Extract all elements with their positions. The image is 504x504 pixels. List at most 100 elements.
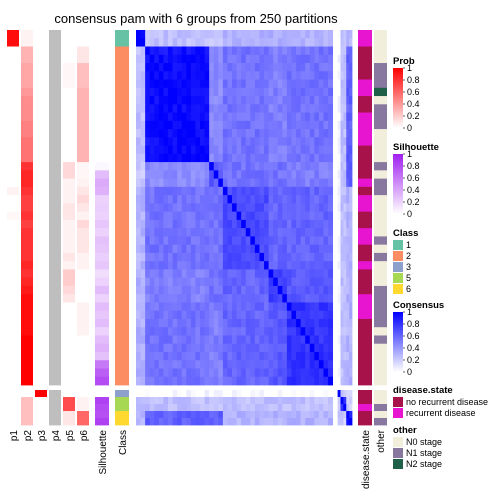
consensus-cell-45-19 (222, 404, 228, 412)
cell-p5-27 (63, 252, 75, 262)
consensus-cell-28-3 (149, 261, 155, 270)
consensus-cell-13-5 (158, 137, 164, 146)
cell-disease-state-27 (358, 252, 372, 262)
consensus-cell-2-41 (323, 46, 329, 56)
consensus-cell-11-19 (222, 120, 228, 130)
consensus-cell-39-47 (349, 351, 353, 361)
cell-p2-10 (21, 112, 33, 122)
consensus-cell-8-13 (195, 96, 201, 105)
consensus-cell-21-6 (163, 203, 169, 213)
consensus-cell-21-31 (277, 203, 283, 213)
consensus-cell-0-18 (218, 30, 224, 39)
consensus-cell-40-30 (273, 360, 279, 369)
consensus-cell-44-40 (318, 397, 324, 405)
cell-p2-30 (21, 277, 33, 287)
consensus-cell-16-36 (300, 162, 306, 171)
consensus-cell-40-45 (343, 360, 347, 369)
consensus-cell-2-5 (158, 46, 164, 56)
cell-p1-30 (7, 277, 19, 287)
consensus-cell-11-11 (186, 120, 192, 130)
consensus-cell-27-2 (145, 252, 151, 262)
cell-p4-33 (49, 302, 61, 312)
consensus-cell-36-9 (177, 327, 183, 336)
consensus-cell-40-37 (305, 360, 311, 369)
consensus-cell-14-6 (163, 145, 169, 155)
consensus-cell-46-28 (264, 411, 269, 419)
consensus-cell-43-8 (172, 390, 178, 398)
prob-tick-label: 0 (407, 123, 412, 133)
other-legend-swatch (393, 459, 403, 469)
consensus-cell-46-8 (172, 411, 178, 419)
consensus-cell-11-18 (218, 120, 224, 130)
consensus-cell-38-35 (296, 343, 302, 353)
consensus-cell-25-27 (259, 236, 265, 246)
consensus-cell-15-11 (186, 153, 192, 163)
consensus-cell-10-46 (346, 112, 350, 122)
consensus-cell-11-2 (145, 120, 151, 130)
class-legend-label: 6 (406, 284, 411, 294)
consensus-cell-25-23 (241, 236, 247, 246)
consensus-cell-28-40 (318, 261, 324, 270)
cell-class-45 (115, 404, 129, 412)
cell-class-47 (115, 418, 129, 426)
consensus-cell-16-16 (209, 162, 215, 171)
consensus-cell-42-39 (314, 376, 320, 386)
consensus-cell-18-38 (309, 178, 315, 188)
cell-silhouette-17 (95, 170, 109, 180)
consensus-cell-14-25 (250, 145, 256, 155)
consensus-cell-25-31 (277, 236, 283, 246)
cell-other-22 (374, 211, 387, 221)
consensus-cell-0-17 (213, 30, 219, 39)
consensus-cell-36-33 (286, 327, 292, 336)
cell-p4-15 (49, 153, 61, 163)
consensus-cell-2-7 (168, 46, 173, 56)
consensus-cell-15-33 (286, 153, 292, 163)
consensus-cell-13-34 (291, 137, 297, 146)
consensus-cell-41-2 (145, 368, 151, 378)
consensus-cell-6-20 (227, 79, 233, 89)
cell-disease-state-37 (358, 335, 372, 345)
consensus-cell-39-37 (305, 351, 311, 361)
consensus-cell-1-38 (309, 38, 315, 47)
consensus-cell-0-22 (236, 30, 242, 39)
consensus-cell-17-16 (209, 170, 215, 180)
consensus-cell-10-34 (291, 112, 297, 122)
consensus-cell-2-11 (186, 46, 192, 56)
consensus-cell-0-26 (254, 30, 260, 39)
consensus-cell-41-38 (309, 368, 315, 378)
cell-p4-32 (49, 294, 61, 303)
consensus-cell-37-26 (254, 335, 260, 345)
consensus-cell-1-25 (250, 38, 256, 47)
consensus-cell-35-16 (209, 318, 215, 328)
consensus-cell-9-19 (222, 104, 228, 113)
consensus-cell-46-2 (145, 411, 151, 419)
cell-disease-state-43 (358, 390, 372, 398)
consensus-cell-28-44 (340, 261, 344, 270)
consensus-cell-1-26 (254, 38, 260, 47)
consensus-cell-30-40 (318, 277, 324, 287)
cell-p3-11 (35, 120, 47, 130)
consensus-cell-23-7 (168, 219, 173, 229)
cell-silhouette-33 (95, 302, 109, 312)
consensus-cell-24-27 (259, 228, 265, 237)
consensus-cell-18-40 (318, 178, 324, 188)
consensus-cell-42-31 (277, 376, 283, 386)
consensus-cell-42-47 (349, 376, 353, 386)
consensus-cell-21-25 (250, 203, 256, 213)
consensus-cell-13-39 (314, 137, 320, 146)
consensus-cell-7-8 (172, 87, 178, 97)
consensus-cell-16-46 (346, 162, 350, 171)
consensus-cell-47-29 (268, 418, 274, 426)
consensus-cell-16-35 (296, 162, 302, 171)
consensus-cell-21-13 (195, 203, 201, 213)
consensus-cell-26-27 (259, 244, 265, 254)
consensus-cell-28-28 (264, 261, 269, 270)
consensus-cell-40-44 (340, 360, 344, 369)
consensus-cell-36-24 (245, 327, 251, 336)
cell-p4-41 (49, 368, 61, 378)
consensus-cell-34-4 (154, 310, 160, 320)
consensus-cell-15-43 (337, 153, 341, 163)
cell-p2-11 (21, 120, 33, 130)
consensus-cell-26-35 (296, 244, 302, 254)
consensus-cell-13-45 (343, 137, 347, 146)
